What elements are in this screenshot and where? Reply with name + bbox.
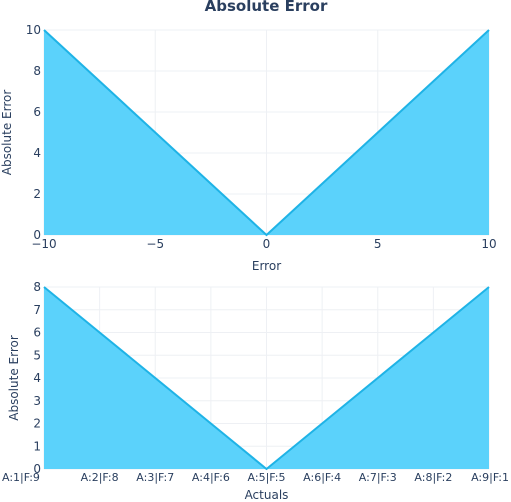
x-tick-label: 10 <box>481 237 496 251</box>
y-tick-label: 0 <box>33 228 41 242</box>
x-tick-label: A:8|F:2 <box>414 471 452 484</box>
x-tick-label: A:1|F:9 <box>2 471 40 484</box>
x-tick-label: A:6|F:4 <box>303 471 341 484</box>
y-tick-label: 7 <box>33 303 41 317</box>
x-tick-label: A:9|F:1 <box>471 471 509 484</box>
y-axis-title: Absolute Error <box>0 90 14 176</box>
error-line <box>43 29 490 237</box>
subplot-actuals: A:1|F:9 A:2|F:8 A:3|F:7 A:4|F:6 A:5|F:5 A:6|F… <box>2 280 509 502</box>
x-tick-label: A:5|F:5 <box>248 471 286 484</box>
x-tick-label: 5 <box>374 237 382 251</box>
x-tick-label: −5 <box>146 237 164 251</box>
x-tick-label: A:7|F:3 <box>359 471 397 484</box>
x-tick-label: −10 <box>31 237 56 251</box>
y-tick-label: 3 <box>33 394 41 408</box>
y-tick-label: 6 <box>33 105 41 119</box>
x-tick-label: 0 <box>263 237 271 251</box>
y-axis-title: Absolute Error <box>7 335 21 421</box>
y-tick-label: 10 <box>26 23 41 37</box>
x-axis-title: Actuals <box>245 488 289 502</box>
y-tick-label: 2 <box>33 187 41 201</box>
y-tick-label: 4 <box>33 371 41 385</box>
y-tick-label: 1 <box>33 439 41 453</box>
subplot-error: −10 −5 0 5 10 0 2 4 6 8 10 Error Absolute Error <box>0 23 497 273</box>
y-tick-label: 0 <box>33 462 41 476</box>
x-tick-label: A:4|F:6 <box>192 471 230 484</box>
y-tick-label: 6 <box>33 326 41 340</box>
figure-title: Absolute Error <box>205 0 328 15</box>
actuals-line <box>43 286 490 471</box>
y-tick-label: 2 <box>33 417 41 431</box>
error-area <box>44 30 489 235</box>
actuals-area <box>44 287 489 469</box>
y-tick-label: 8 <box>33 280 41 294</box>
x-tick-label: A:3|F:7 <box>136 471 174 484</box>
y-tick-label: 5 <box>33 348 41 362</box>
x-tick-label: A:2|F:8 <box>81 471 119 484</box>
y-tick-label: 8 <box>33 64 41 78</box>
x-axis-title: Error <box>252 259 281 273</box>
y-tick-label: 4 <box>33 146 41 160</box>
